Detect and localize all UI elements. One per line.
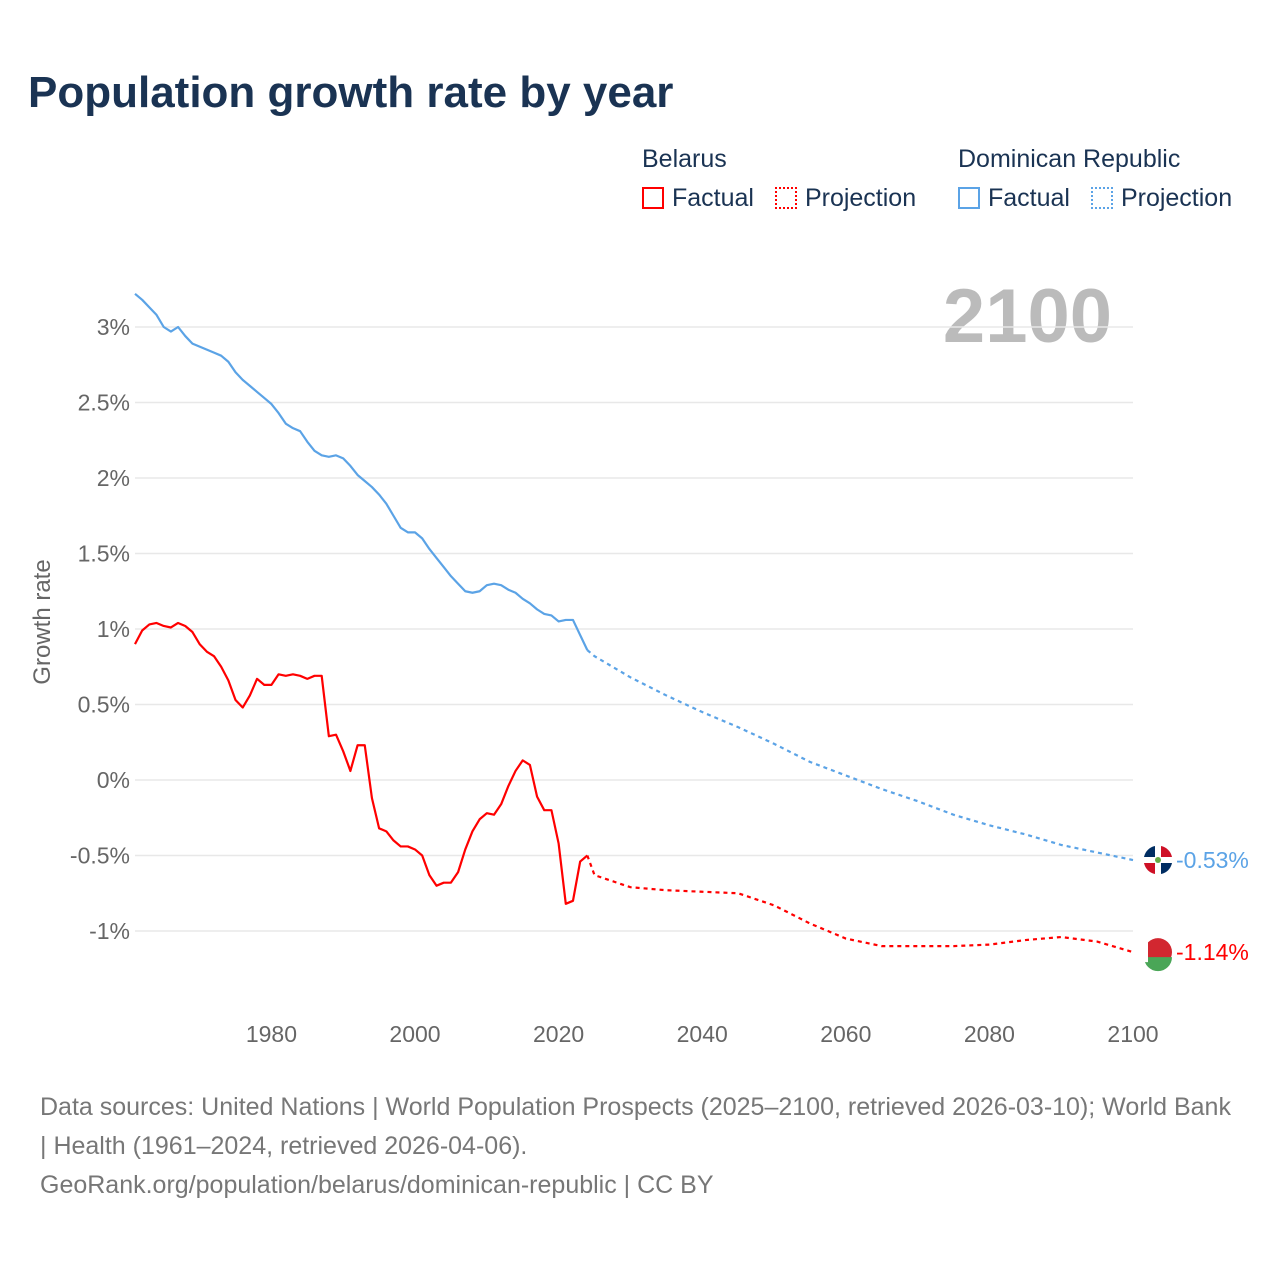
y-tick-label: 0.5% [78,692,130,718]
series-line-projection [586,649,1134,862]
x-tick-label: 1980 [246,1021,297,1047]
series-line-factual [134,292,589,651]
legend-title: Dominican Republic [958,145,1181,173]
legend-item-factual[interactable]: Factual [642,184,754,212]
x-tick-label: 2000 [389,1021,440,1047]
x-tick-label: 2040 [677,1021,728,1047]
legend-label: Projection [1120,184,1233,212]
y-tick-label: 3% [97,314,130,340]
flag-q1 [1144,846,1155,858]
legend-label: Projection [804,184,917,212]
flag-ornament [1144,942,1148,963]
legend-label: Factual [988,184,1070,212]
y-axis-label: Growth rate [29,559,56,684]
legend-swatch-dotted [774,187,797,209]
flag-q4 [1161,863,1172,875]
series-line-factual [134,621,589,905]
flag-icon [1144,938,1172,972]
x-tick-label: 2080 [964,1021,1015,1047]
chart-title: Population growth rate by year [28,68,674,117]
flag-q2 [1161,846,1172,858]
legend-item-projection[interactable]: Projection [774,184,917,212]
source-note: Data sources: United Nations | World Pop… [40,1088,1240,1205]
legend-swatch-solid [958,187,980,209]
flag-green [1144,957,1172,972]
legend-item-factual[interactable]: Factual [958,184,1070,212]
y-tick-label: 1.5% [78,541,130,567]
source-text: Data sources: United Nations | World Pop… [40,1093,1231,1160]
y-tick-label: 2% [97,465,130,491]
y-tick-label: 1% [97,616,130,642]
legend-item-projection[interactable]: Projection [1090,184,1233,212]
legend-swatch-solid [642,187,664,209]
y-tick-label: -1% [89,918,130,944]
y-tick-label: 2.5% [78,390,130,416]
flag-emblem [1155,857,1161,864]
line-chart: 2100 Growth rate 3% 2.5% 2% 1.5% 1% 0.5% 0% -0.… [29,274,1249,1047]
legend-label: Factual [672,184,754,212]
source-link[interactable]: GeoRank.org/population/belarus/dominican… [40,1171,714,1199]
flag-q3 [1144,863,1155,875]
legend-group-dominican-republic: Dominican Republic Factual Projection [958,145,1232,213]
legend-swatch-dotted [1090,187,1113,209]
x-tick-label: 2100 [1107,1021,1158,1047]
legend-group-belarus: Belarus Factual Projection [642,145,916,213]
end-value-label: -1.14% [1176,939,1249,965]
series-line-projection [586,855,1134,954]
x-tick-label: 2020 [533,1021,584,1047]
x-tick-label: 2060 [820,1021,871,1047]
year-indicator: 2100 [943,274,1112,359]
y-tick-label: -0.5% [70,843,130,869]
end-value-label: -0.53% [1176,847,1249,873]
legend-title: Belarus [642,145,727,173]
y-tick-label: 0% [97,767,130,793]
flag-icon [1144,846,1172,875]
